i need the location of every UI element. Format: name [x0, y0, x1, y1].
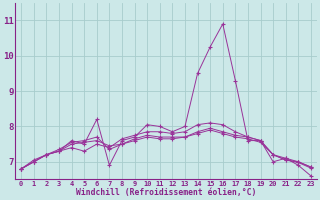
X-axis label: Windchill (Refroidissement éolien,°C): Windchill (Refroidissement éolien,°C) — [76, 188, 256, 197]
